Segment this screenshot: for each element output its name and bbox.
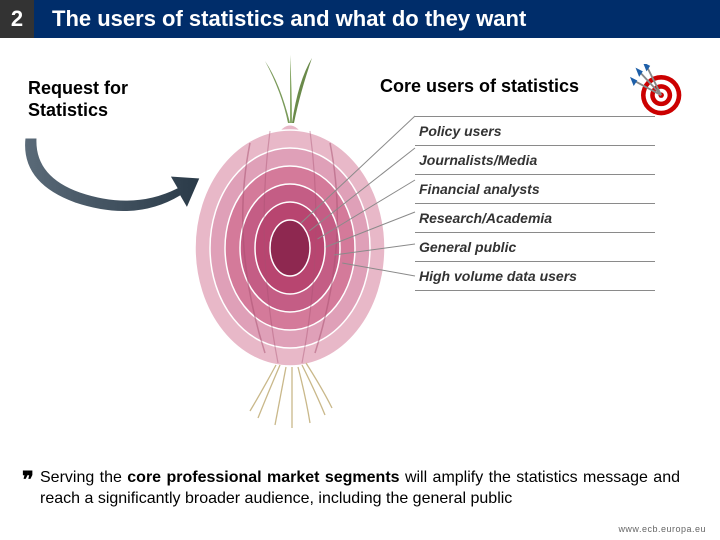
page-title: The users of statistics and what do they… <box>34 0 720 38</box>
bullet-prefix: Serving the <box>40 469 127 486</box>
summary-bullet: ❞ Serving the core professional market s… <box>40 467 680 510</box>
user-category-row: Policy users <box>415 116 655 145</box>
section-number: 2 <box>0 0 34 38</box>
user-category-row: High volume data users <box>415 261 655 291</box>
user-category-row: Financial analysts <box>415 174 655 203</box>
bullet-bold: core professional market segments <box>127 469 399 486</box>
request-label: Request for Statistics <box>28 78 128 121</box>
user-category-row: Research/Academia <box>415 203 655 232</box>
request-line2: Statistics <box>28 100 108 120</box>
title-bar: 2 The users of statistics and what do th… <box>0 0 720 38</box>
target-icon <box>630 64 685 119</box>
user-category-row: Journalists/Media <box>415 145 655 174</box>
footer-url: www.ecb.europa.eu <box>618 524 706 534</box>
user-category-list: Policy usersJournalists/MediaFinancial a… <box>415 116 655 291</box>
content-area: Request for Statistics <box>0 38 720 448</box>
user-category-row: General public <box>415 232 655 261</box>
request-arrow <box>15 128 205 228</box>
request-line1: Request for <box>28 78 128 98</box>
onion-diagram <box>180 53 400 433</box>
bullet-marker: ❞ <box>22 465 34 495</box>
core-users-heading: Core users of statistics <box>380 76 579 97</box>
